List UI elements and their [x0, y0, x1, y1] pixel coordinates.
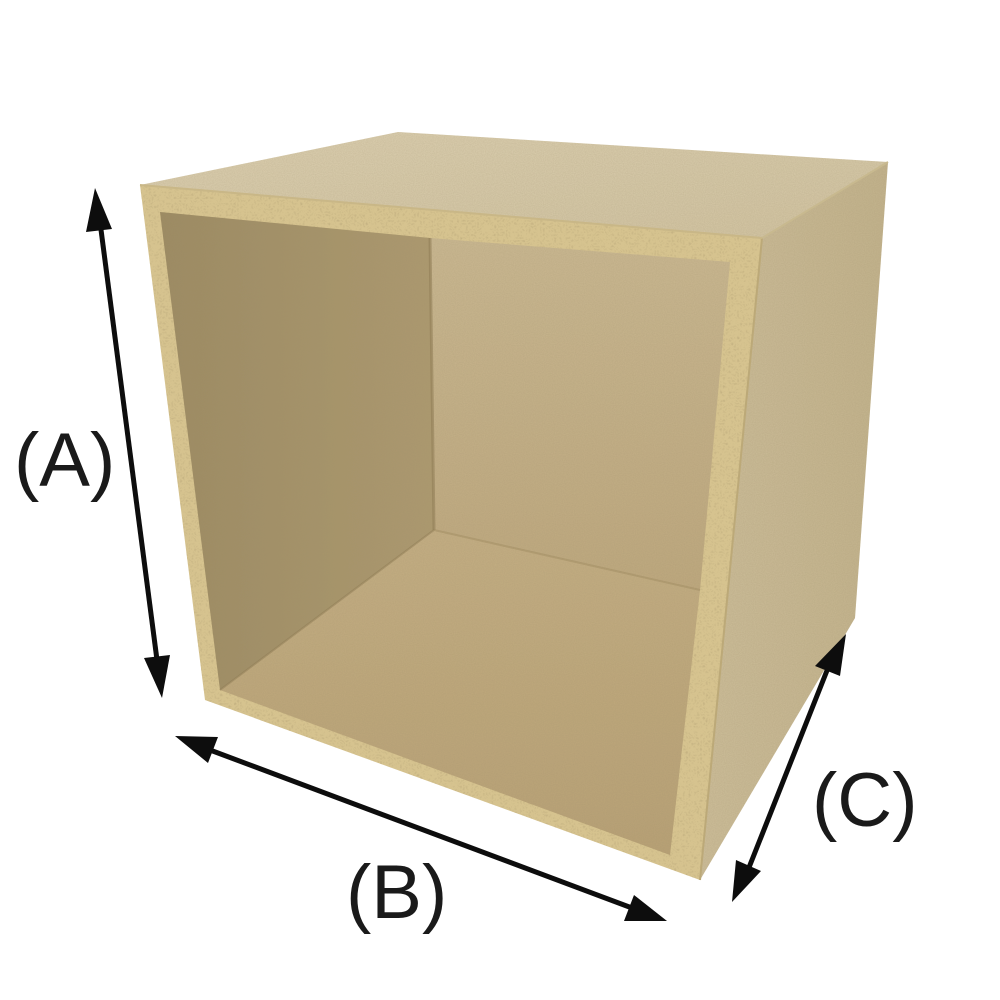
label-b: (B): [346, 850, 447, 935]
cube-right-side: [672, 162, 888, 880]
label-a: (A): [14, 418, 115, 503]
cube-edge-line: [139, 184, 763, 239]
cube-edge-line: [699, 237, 763, 881]
height-arrow: [86, 188, 170, 698]
particleboard-cube: [139, 132, 889, 881]
inner-corner-line: [433, 529, 701, 591]
depth-arrow: [732, 634, 846, 902]
width-arrow: [175, 736, 667, 921]
inner-corner-line: [428, 237, 436, 531]
cube-inner-back-panel: [430, 238, 730, 590]
label-c: (C): [812, 758, 918, 843]
cube-inner-floor: [220, 530, 700, 855]
cube-edge-line: [761, 161, 889, 239]
inner-corner-line: [219, 529, 435, 691]
cube-top-surface: [140, 132, 888, 238]
cube-inner-left-panel: [160, 212, 434, 690]
dimension-arrows: [86, 188, 846, 921]
